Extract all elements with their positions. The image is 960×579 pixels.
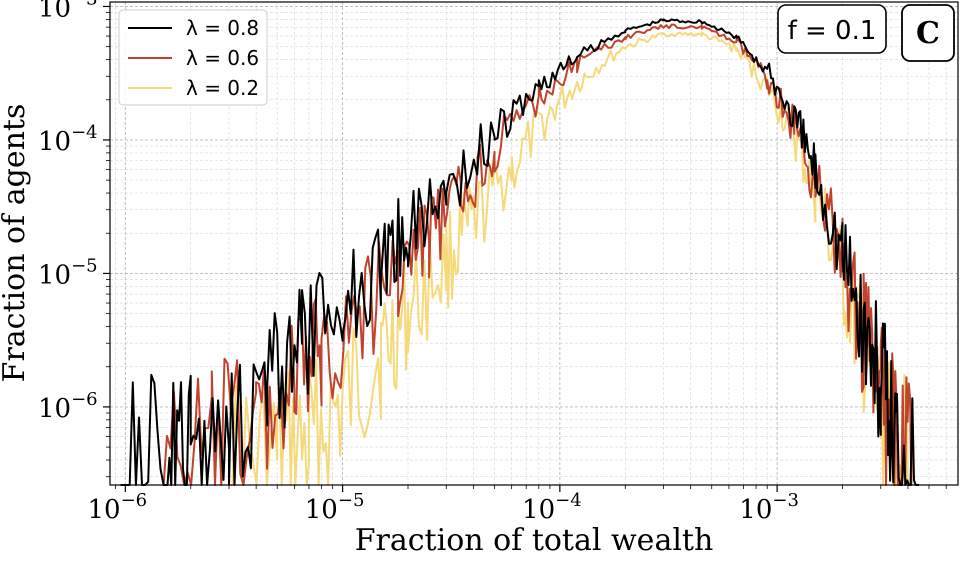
legend-label-0: λ = 0.8 (186, 16, 259, 40)
legend-label-2: λ = 0.2 (186, 76, 259, 100)
y-tick-exponent: −4 (71, 122, 98, 143)
y-tick-label: 10−4 (38, 122, 98, 157)
annotation-frame (777, 4, 887, 54)
panel-label-frame (901, 4, 955, 62)
x-tick-exponent: −3 (772, 490, 799, 511)
y-tick-base: 10 (38, 260, 71, 290)
y-axis-title: Fraction of agents (0, 104, 32, 383)
legend-label-1: λ = 0.6 (186, 46, 259, 70)
y-tick-exponent: −3 (71, 0, 98, 9)
x-tick-exponent: −4 (555, 490, 582, 511)
y-tick-label: 10−3 (38, 0, 98, 23)
legend-box (118, 9, 268, 106)
y-tick-base: 10 (38, 0, 71, 23)
legend: λ = 0.8 λ = 0.6 λ = 0.2 (118, 9, 268, 106)
x-tick-label: 10−5 (305, 490, 365, 525)
y-tick-exponent: −5 (71, 255, 98, 276)
x-tick-label: 10−4 (522, 490, 582, 525)
x-tick-base: 10 (88, 495, 121, 525)
annotation-box: f = 0.1 (777, 4, 887, 54)
y-tick-label: 10−5 (38, 255, 98, 290)
x-tick-base: 10 (739, 495, 772, 525)
x-tick-label: 10−3 (739, 490, 799, 525)
y-tick-base: 10 (38, 127, 71, 157)
x-tick-base: 10 (305, 495, 338, 525)
x-tick-exponent: −5 (338, 490, 365, 511)
series-line-0 (120, 18, 919, 486)
y-tick-label: 10−6 (38, 389, 98, 424)
legend-items: λ = 0.8 λ = 0.6 λ = 0.2 (128, 16, 259, 100)
annotation-text: f = 0.1 (788, 16, 877, 46)
x-tick-label: 10−6 (88, 490, 148, 525)
x-axis-title: Fraction of total wealth (355, 523, 714, 558)
panel-label: C (916, 16, 940, 51)
y-tick-exponent: −6 (71, 389, 98, 410)
y-tick-base: 10 (38, 394, 71, 424)
x-tick-exponent: −6 (121, 490, 148, 511)
series-layer (120, 18, 919, 486)
ticks: 10−610−510−410−310−610−510−410−3 (38, 0, 947, 525)
plot-frame (109, 1, 959, 486)
panel-label-box: C (901, 4, 955, 62)
x-tick-base: 10 (522, 495, 555, 525)
